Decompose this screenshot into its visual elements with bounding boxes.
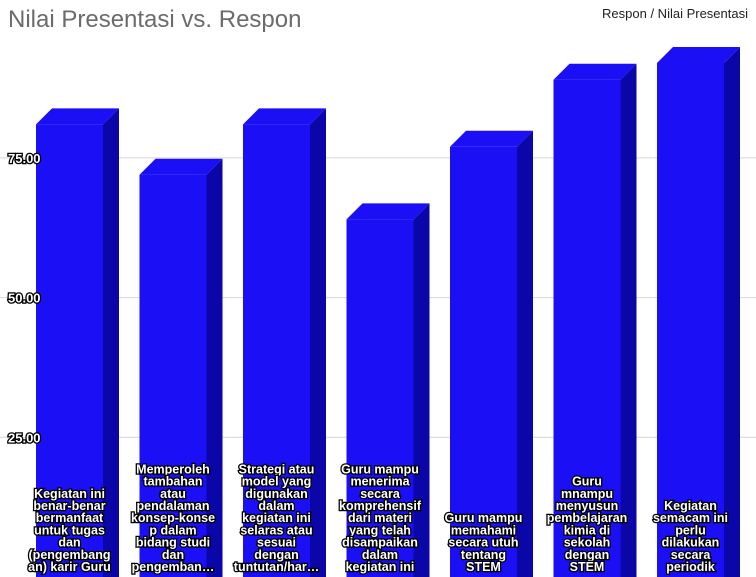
bar-side [413,203,430,577]
chart-title: Nilai Presentasi vs. Respon [8,6,302,33]
bar-side [517,130,533,577]
bar-side [206,158,223,577]
bar-front [346,219,414,577]
x-category-label: Guru mampu menerima secara komprehensif dari… [339,462,422,574]
bar-top [346,203,430,220]
bar-front [553,79,621,577]
bar-top [657,46,740,63]
bar [657,46,740,577]
bar [139,158,223,577]
bar [450,130,533,577]
bar-front [657,62,724,577]
bar-front [450,146,517,577]
y-tick-label: 25.00 [8,430,41,445]
x-category-label: Kegiatan ini benar-benar bermanfaat untuk t… [28,487,111,574]
bar-top [243,108,326,125]
bar-side [724,46,740,577]
bar-side [310,108,326,577]
bar [36,108,119,577]
bar-front [36,124,103,577]
legend-label: Respon / Nilai Presentasi [602,6,748,21]
x-category-label: Strategi atau model yang digunakan dalam keg… [234,462,319,574]
bar-side [103,108,119,577]
bar-top [36,108,119,125]
bar [553,63,637,577]
bar-front [139,174,207,577]
x-category-label: Memperoleh tambahan atau pendalaman konsep-k… [131,462,215,574]
y-tick-label: 50.00 [8,291,41,306]
x-category-label: Kegiatan semacam ini perlu dilakukan secara p… [653,499,728,574]
y-tick-label: 75.00 [8,151,41,166]
x-category-label: Guru mnampu menyusun pembelajaran kimia di se… [547,475,628,574]
bar-side [620,63,637,577]
bar-top [553,63,637,80]
bar [346,203,430,577]
x-category-label: Guru mampu memahami secara utuh tentang STEM [445,511,523,574]
bar-front [243,124,310,577]
bar-top [450,130,533,147]
bar-top [139,158,223,175]
bar [243,108,326,577]
